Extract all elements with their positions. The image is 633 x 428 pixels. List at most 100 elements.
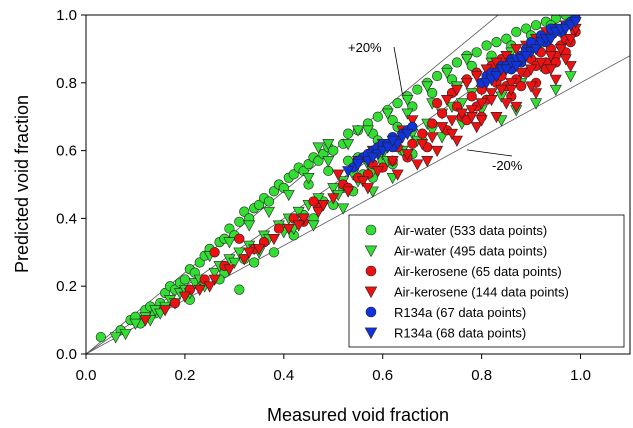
data-point: [263, 196, 275, 207]
data-point: [169, 298, 181, 309]
data-point: [500, 98, 513, 110]
data-point: [234, 233, 245, 244]
data-point: [361, 183, 374, 195]
data-point: [510, 44, 523, 56]
data-point: [234, 216, 245, 227]
data-point: [451, 57, 463, 68]
data-point: [564, 34, 577, 46]
data-point: [253, 244, 266, 256]
data-point: [427, 87, 438, 99]
data-point: [421, 156, 434, 168]
data-point: [233, 247, 246, 259]
data-point: [178, 291, 191, 303]
data-point: [401, 149, 414, 161]
data-point: [436, 108, 448, 119]
data-point: [450, 84, 463, 97]
data-point: [119, 328, 132, 341]
data-point: [343, 128, 354, 139]
data-point: [223, 264, 236, 276]
data-point: [327, 183, 340, 195]
data-point: [520, 50, 533, 63]
data-point: [530, 88, 543, 100]
data-point: [491, 37, 502, 48]
data-point: [544, 34, 557, 46]
legend-item: Air-water (495 data points): [364, 244, 547, 259]
data-point: [470, 71, 483, 83]
data-point: [391, 169, 404, 181]
x-tick-label: 0.8: [471, 367, 492, 384]
data-point: [455, 108, 468, 120]
data-point: [351, 125, 365, 137]
data-point: [530, 98, 543, 110]
data-point: [564, 61, 577, 73]
data-point: [262, 206, 276, 219]
data-point: [328, 145, 339, 156]
data-point: [372, 111, 383, 122]
data-point: [322, 139, 335, 151]
data-point: [564, 71, 577, 83]
x-tick-label: 0.2: [174, 367, 195, 384]
data-point: [544, 50, 557, 63]
data-point: [460, 54, 473, 66]
y-tick-label: 0.4: [56, 210, 77, 227]
plot-area-border: [85, 14, 631, 355]
data-point: [460, 78, 473, 90]
legend-marker: [364, 245, 378, 258]
legend-label: Air-water (533 data points): [394, 223, 547, 238]
data-point: [505, 84, 518, 97]
data-point: [432, 98, 443, 109]
data-point: [342, 166, 355, 178]
data-point: [109, 332, 122, 344]
data-point: [427, 118, 438, 129]
data-point: [401, 108, 414, 120]
annotation-arrow-minus-20: [466, 149, 513, 157]
y-tick-label: 0.6: [56, 143, 77, 160]
data-point: [228, 257, 241, 269]
data-point: [534, 57, 548, 69]
data-point: [421, 81, 434, 93]
data-point: [332, 169, 345, 181]
data-point: [471, 47, 482, 58]
legend: Air-water (533 data points) Air-water (49…: [348, 214, 625, 348]
data-point: [292, 206, 305, 219]
y-tick-label: 1.0: [56, 7, 77, 24]
data-point: [356, 176, 369, 188]
data-point: [445, 115, 458, 127]
data-point: [292, 220, 305, 232]
legend-label: Air-water (495 data points): [394, 244, 547, 259]
data-point: [95, 331, 106, 343]
y-tick-label: 0.2: [56, 278, 77, 295]
data-point: [544, 64, 557, 76]
x-tick-label: 0.0: [76, 367, 97, 384]
y-tick-label: 0.8: [56, 75, 77, 92]
data-point: [371, 166, 384, 178]
data-point: [234, 284, 245, 295]
legend-marker: [365, 265, 377, 277]
data-point: [401, 95, 414, 107]
x-tick-label: 0.6: [372, 367, 393, 384]
data-point: [297, 213, 310, 225]
series-5: [342, 17, 582, 178]
data-point: [511, 26, 522, 38]
data-point: [327, 193, 340, 205]
data-point: [406, 115, 419, 127]
legend-marker: [365, 224, 377, 236]
data-point: [417, 128, 428, 139]
data-point: [432, 70, 443, 82]
data-point: [381, 142, 394, 154]
data-point: [223, 237, 236, 249]
data-point: [386, 135, 399, 147]
data-point: [559, 54, 572, 66]
data-point: [273, 223, 284, 234]
data-point: [530, 44, 543, 56]
data-point: [342, 186, 355, 198]
data-point: [426, 132, 439, 144]
data-point: [129, 318, 142, 330]
data-point: [450, 135, 463, 147]
data-point: [485, 95, 498, 107]
data-point: [238, 254, 251, 266]
data-point: [440, 95, 454, 107]
data-point: [530, 20, 542, 31]
